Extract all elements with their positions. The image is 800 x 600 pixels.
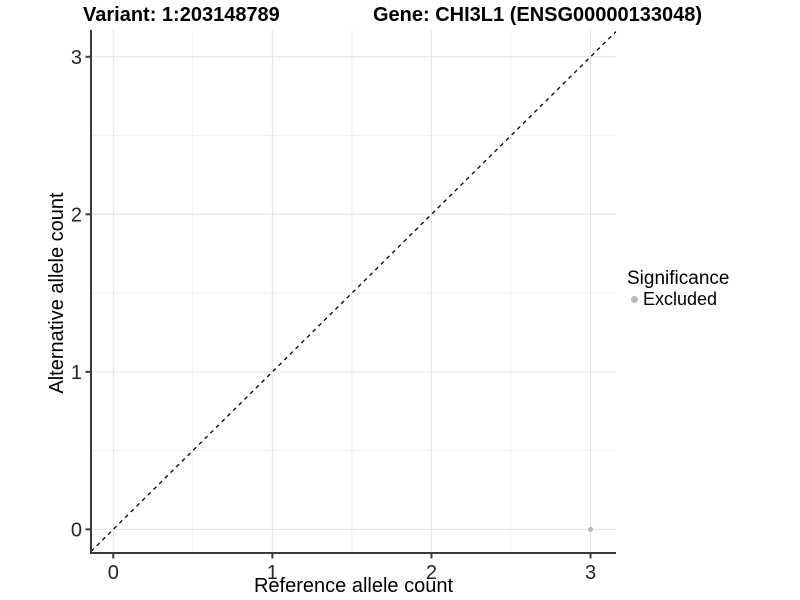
legend-item-label: Excluded <box>643 289 718 309</box>
x-tick-label: 2 <box>426 562 437 584</box>
data-point-excluded <box>588 526 594 532</box>
x-tick-label: 3 <box>585 562 596 584</box>
y-tick-label: 1 <box>71 362 82 384</box>
variant-title: Variant: 1:203148789 <box>83 4 280 26</box>
x-tick-label: 0 <box>108 562 119 584</box>
y-tick-label: 3 <box>71 47 82 69</box>
legend-title: Significance <box>627 268 730 289</box>
y-tick-label: 2 <box>71 204 82 226</box>
y-tick-label: 0 <box>71 519 82 541</box>
legend-item-excluded: Excluded <box>627 290 729 309</box>
gene-title: Gene: CHI3L1 (ENSG00000133048) <box>373 4 703 26</box>
x-axis-title: Reference allele count <box>253 575 453 597</box>
excluded-point-icon <box>631 296 638 303</box>
y-axis-title: Alternative allele count <box>46 192 68 394</box>
identity-dashed-line <box>90 31 617 552</box>
legend: Significance Excluded <box>627 269 729 309</box>
x-tick-label: 1 <box>267 562 278 584</box>
